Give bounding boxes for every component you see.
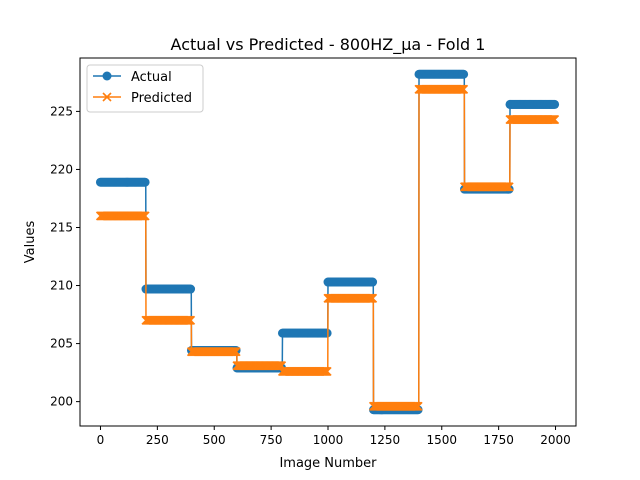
actual-point [186, 284, 196, 294]
chart-title: Actual vs Predicted - 800HZ_µa - Fold 1 [171, 35, 486, 55]
legend-actual-label: Actual [131, 70, 172, 85]
predicted-point [368, 293, 378, 303]
actual-point [368, 277, 378, 287]
y-tick-label: 215 [50, 220, 73, 234]
actual-point [140, 177, 150, 187]
predicted-segment-markers [186, 347, 241, 357]
actual-segment-markers [141, 284, 196, 294]
actual-segment-markers [95, 177, 150, 187]
y-axis: 200 205 210 215 220 225 [50, 104, 80, 409]
legend-actual-marker [102, 71, 112, 81]
actual-point [550, 99, 560, 109]
predicted-segment-markers [368, 401, 423, 411]
x-tick-label: 250 [146, 433, 169, 447]
predicted-point [140, 211, 150, 221]
legend-predicted-marker [102, 92, 112, 102]
legend: Actual Predicted [86, 64, 204, 113]
predicted-segment-markers [459, 182, 514, 192]
actual-segment-markers [277, 328, 332, 338]
x-tick-label: 500 [203, 433, 226, 447]
predicted-segment-markers [277, 366, 332, 377]
y-tick-label: 225 [50, 104, 73, 118]
predicted-point [504, 182, 514, 192]
y-tick-label: 210 [50, 279, 73, 293]
predicted-point [186, 315, 196, 325]
predicted-line [100, 88, 556, 408]
actual-segment-markers [505, 99, 560, 109]
y-tick-label: 200 [50, 395, 73, 409]
actual-segment-markers [323, 277, 378, 287]
x-tick-label: 1750 [483, 433, 514, 447]
predicted-point [550, 114, 560, 125]
predicted-point [231, 347, 241, 357]
predicted-segment-markers [141, 315, 196, 325]
predicted-point [322, 366, 332, 377]
predicted-segment-markers [323, 293, 378, 303]
plot-area [95, 69, 560, 415]
y-axis-label: Values [23, 221, 38, 264]
x-tick-label: 1250 [370, 433, 401, 447]
x-tick-label: 750 [260, 433, 283, 447]
x-tick-label: 0 [97, 433, 105, 447]
x-tick-label: 1000 [313, 433, 344, 447]
legend-predicted-label: Predicted [131, 91, 192, 106]
predicted-segment-markers [505, 114, 560, 125]
x-tick-label: 2000 [540, 433, 571, 447]
series-predicted [95, 84, 560, 411]
predicted-segment-markers [232, 361, 287, 371]
x-tick-label: 1500 [426, 433, 457, 447]
predicted-point [413, 401, 423, 411]
x-axis: 0 250 500 750 1000 1250 1500 1750 2000 [97, 426, 571, 447]
actual-point [322, 328, 332, 338]
x-axis-label: Image Number [279, 456, 377, 471]
y-tick-label: 220 [50, 162, 73, 176]
y-tick-label: 205 [50, 337, 73, 351]
actual-segment-markers [414, 69, 469, 79]
predicted-segment-markers [95, 211, 150, 221]
actual-point [459, 69, 469, 79]
predicted-point [459, 84, 469, 94]
predicted-segment-markers [414, 84, 469, 94]
